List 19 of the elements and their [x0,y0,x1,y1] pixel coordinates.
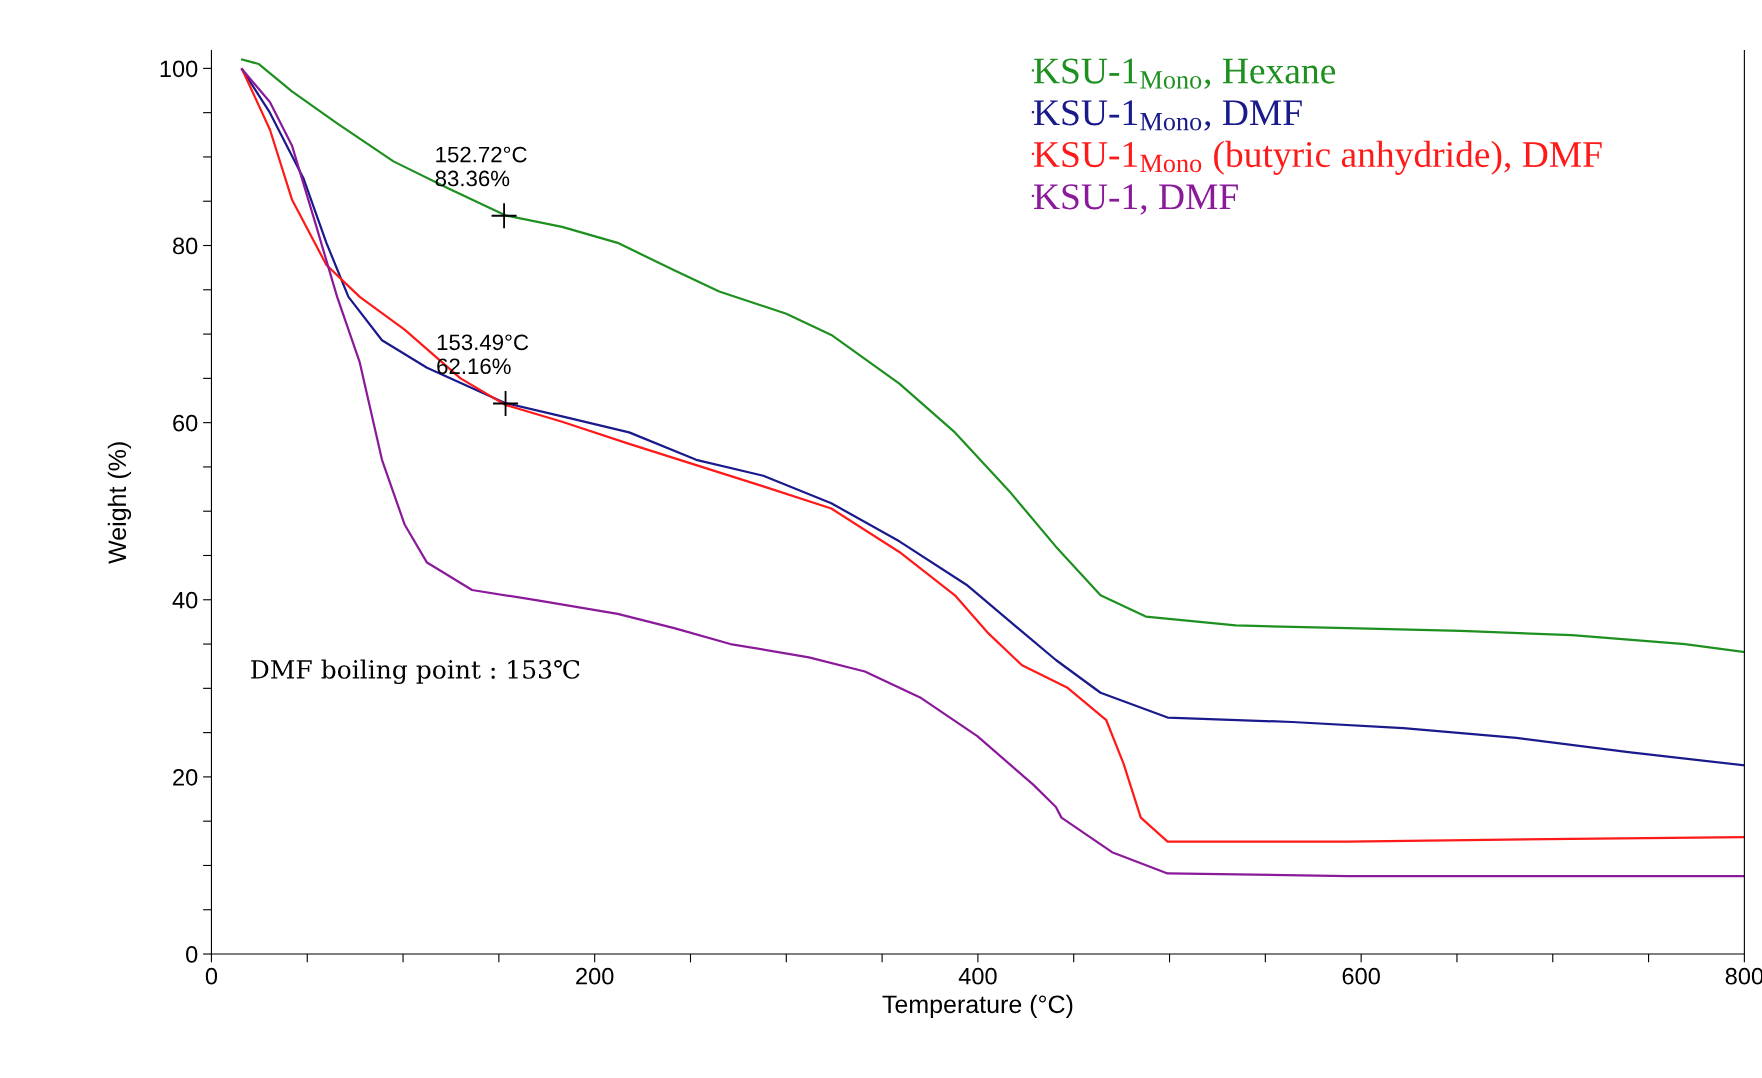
annotation: DMF boiling point : 153℃ [251,659,580,685]
legend-label: KSU-1$_{Mono}$, DMF [1034,100,1302,131]
legend-label: KSU-1$_{Mono}$, Hexane [1034,58,1336,90]
y-tick-label: 60 [173,414,198,432]
y-tick-label: 20 [173,768,198,786]
legend-label: KSU-1$_{Mono}$ (butyric anhydride), DMF [1034,140,1602,175]
y-tick-label: 80 [173,237,198,255]
x-tick-label: 600 [1342,967,1380,985]
y-axis-title: Weight (%) [107,442,132,564]
y-tick-label: 100 [160,60,198,78]
legend-label: KSU-1, DMF [1034,184,1238,215]
x-tick-label: 0 [205,967,218,985]
x-axis-title: Temperature (°C) [882,994,1073,1019]
annotation: 152.72°C 83.36% [435,146,527,187]
y-tick-label: 0 [186,946,198,963]
x-tick-label: 400 [958,967,997,985]
line-series [240,58,1745,654]
y-tick-label: 40 [172,591,198,609]
x-tick-label: 200 [576,967,614,985]
